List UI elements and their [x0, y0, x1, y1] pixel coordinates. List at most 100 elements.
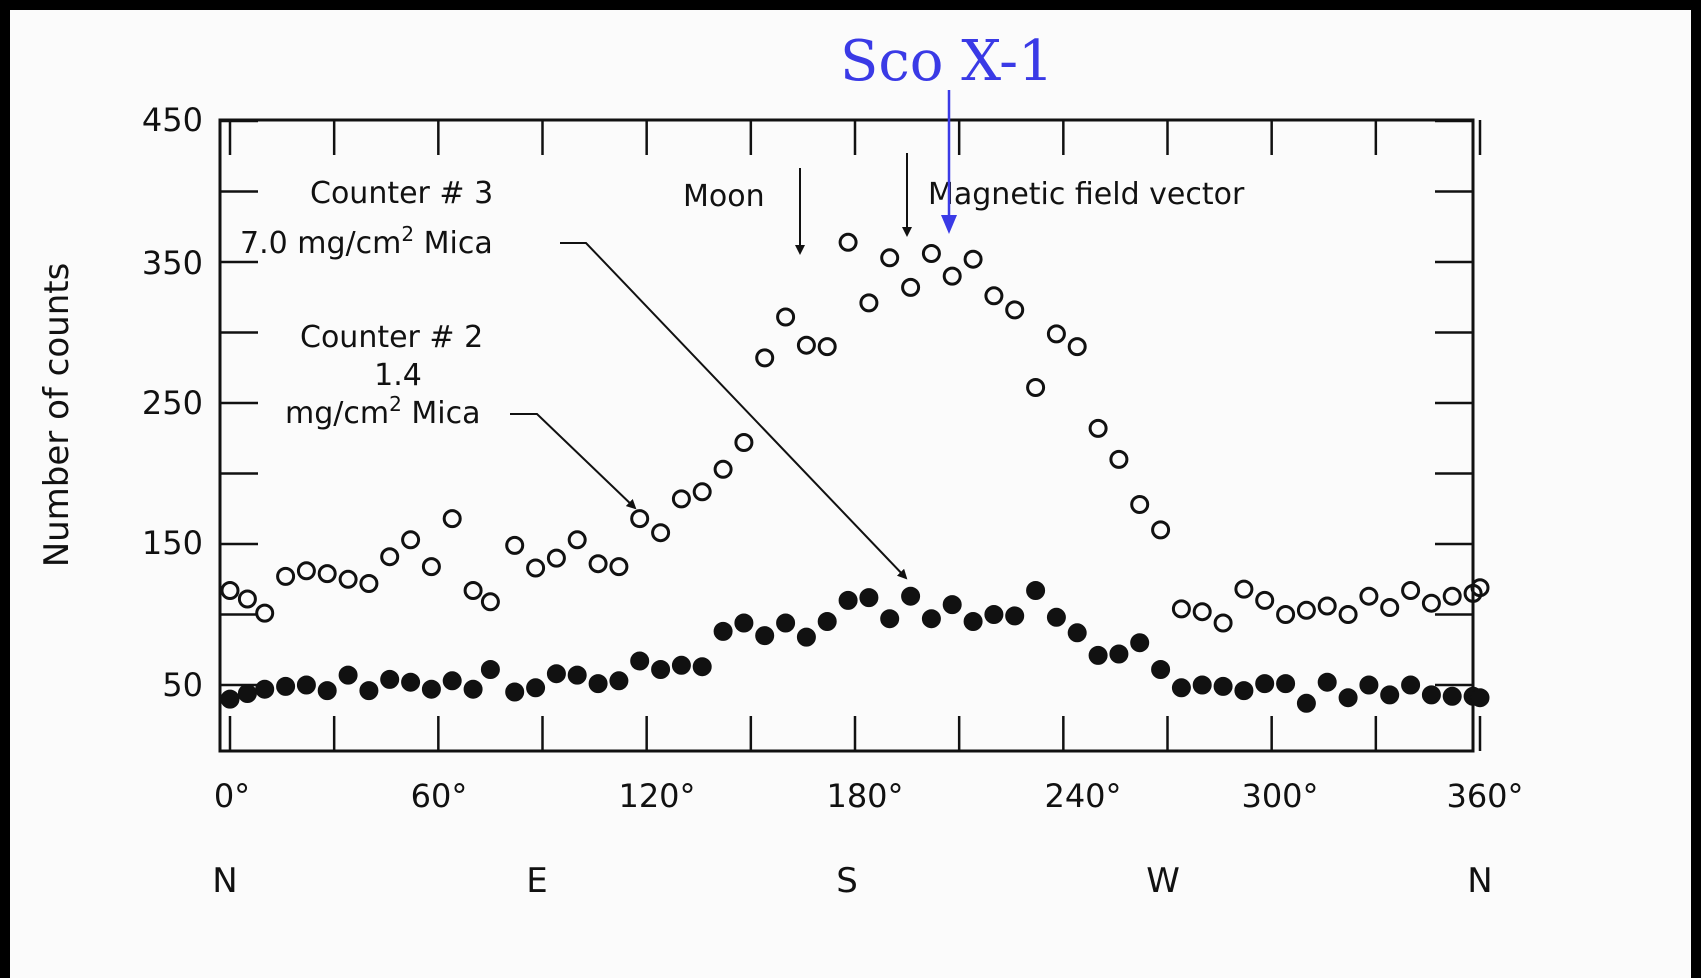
counter3-label-line2: 7.0 mg/cm2 Mica — [240, 222, 493, 261]
x-tick-label-360: 360° — [1446, 777, 1523, 815]
counter3-data-point — [609, 557, 629, 577]
counter3-data-point — [1276, 605, 1296, 624]
counter3-data-point — [692, 482, 712, 502]
magnetic-field-label: Magnetic field vector — [928, 177, 1245, 212]
direction-label-w: W — [1146, 861, 1180, 901]
counter3-data-point — [317, 564, 337, 584]
counter2-data-point — [630, 651, 650, 671]
counter3-pointer-arrow — [560, 242, 908, 580]
counter2-data-point — [609, 671, 629, 691]
counter2-data-point — [1421, 685, 1441, 705]
counter3-data-point — [1234, 579, 1254, 599]
counter2-data-point — [546, 664, 566, 684]
counter2-data-point — [401, 672, 421, 692]
counter2-data-point — [1442, 686, 1462, 706]
counter2-data-point — [942, 595, 962, 615]
counter3-data-point — [1067, 337, 1087, 357]
counter3-data-point — [567, 530, 587, 550]
x-tick-label-60: 60° — [411, 777, 468, 815]
counter2-data-point — [1192, 675, 1212, 695]
counter3-data-point — [921, 244, 941, 263]
counter3-data-point — [505, 535, 525, 555]
counter2-data-point — [567, 665, 587, 685]
counter2-data-point — [296, 675, 316, 695]
counter3-data-point — [1026, 378, 1046, 397]
counter2-data-point — [1067, 623, 1087, 643]
counter3-data-point — [1296, 600, 1316, 620]
counter2-data-point — [921, 609, 941, 629]
y-tick-label-50: 50 — [162, 666, 203, 704]
direction-label-n-right: N — [1467, 861, 1492, 901]
counter2-data-point — [651, 660, 671, 679]
counter2-data-point — [671, 655, 691, 675]
counter3-data-point — [1359, 586, 1379, 606]
counter2-data-point — [526, 678, 546, 698]
counter2-data-point — [859, 588, 879, 608]
chart: 450 350 250 150 50 0° 60° 120° 180° 240°… — [37, 29, 1524, 901]
counter3-data-point — [1192, 602, 1212, 622]
plot-frame — [218, 118, 1475, 753]
counter2-data-point — [1296, 693, 1316, 713]
direction-label-n-left: N — [212, 861, 237, 901]
counter3-data-point — [734, 433, 754, 452]
moon-label: Moon — [683, 179, 765, 214]
counter2-data-point — [421, 679, 441, 699]
counter3-data-point — [421, 557, 441, 577]
counter3-data-point — [1130, 495, 1150, 514]
data-points — [220, 232, 1490, 713]
counter3-label-line1: Counter # 3 — [310, 176, 493, 211]
counter2-data-point — [901, 586, 921, 606]
counter2-data-point — [776, 613, 796, 633]
chart-panel: 450 350 250 150 50 0° 60° 120° 180° 240°… — [10, 10, 1691, 978]
counter2-label-line3: mg/cm2 Mica — [285, 392, 480, 431]
counter2-data-point — [880, 609, 900, 629]
counter3-data-point — [1046, 324, 1066, 344]
counter3-data-point — [1380, 598, 1400, 617]
counter2-data-point — [463, 679, 483, 699]
counter3-data-point — [401, 530, 421, 550]
y-tick-label-350: 350 — [142, 244, 203, 282]
counter3-data-point — [359, 574, 379, 593]
counter2-data-point — [1276, 674, 1296, 694]
counter3-data-point — [671, 489, 691, 509]
counter2-data-point — [442, 671, 462, 691]
counter2-data-point — [734, 613, 754, 633]
x-tick-label-300: 300° — [1241, 777, 1318, 815]
y-tick-label-250: 250 — [142, 384, 203, 422]
counter3-data-point — [817, 337, 837, 357]
counter3-data-point — [755, 348, 775, 368]
counter3-data-point — [859, 293, 879, 313]
counter2-data-point — [1359, 675, 1379, 695]
counter2-pointer-arrow — [510, 413, 637, 510]
counter2-data-point — [255, 679, 275, 699]
sco-x1-label: Sco X-1 — [840, 29, 1054, 94]
counter3-data-point — [1213, 613, 1233, 633]
counter3-data-point — [442, 509, 462, 529]
counter3-data-point — [630, 509, 650, 529]
counter3-data-point — [1005, 300, 1025, 320]
counter2-label-sup: 2 — [389, 392, 402, 416]
counter3-data-point — [338, 569, 358, 589]
counter2-data-point — [237, 684, 257, 703]
counter2-data-point — [817, 612, 837, 631]
counter3-data-point — [1171, 599, 1191, 619]
counter3-data-point — [838, 232, 858, 252]
counter2-data-point — [480, 660, 500, 679]
counter2-data-point — [755, 626, 775, 646]
counter3-data-point — [796, 335, 816, 355]
counter3-data-point — [1088, 418, 1108, 438]
x-tick-label-180: 180° — [826, 777, 903, 815]
counter3-data-point — [276, 566, 296, 586]
counter2-data-point — [317, 681, 337, 701]
counter2-data-point — [1026, 581, 1046, 600]
counter3-data-point — [1442, 586, 1462, 606]
counter2-data-point — [1255, 674, 1275, 694]
counter3-data-point — [1401, 581, 1421, 600]
counter3-data-point — [237, 589, 257, 609]
counter2-data-point — [1171, 678, 1191, 698]
counter2-data-point — [359, 681, 379, 701]
counter2-data-point — [963, 612, 983, 631]
axis-ticks — [220, 119, 1482, 751]
counter2-data-point — [276, 676, 296, 696]
counter2-label-line2: 1.4 — [374, 358, 422, 393]
